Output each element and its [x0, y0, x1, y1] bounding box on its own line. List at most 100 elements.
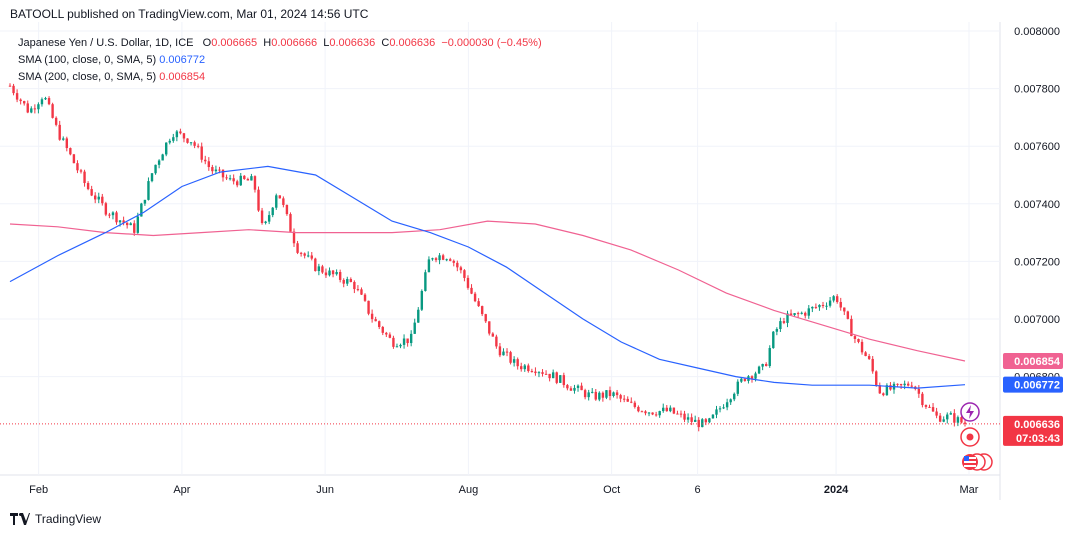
candle: [79, 168, 83, 174]
candle: [843, 307, 846, 316]
candle: [804, 311, 807, 319]
record-icon[interactable]: [960, 427, 980, 447]
candle: [115, 210, 118, 225]
candle: [346, 276, 349, 286]
candle: [129, 222, 132, 226]
candle: [551, 369, 555, 379]
candle: [587, 389, 590, 401]
high-label: H: [263, 37, 272, 49]
candle: [488, 321, 491, 336]
candle: [246, 177, 250, 181]
events-flags-icon[interactable]: [962, 453, 993, 471]
candle: [207, 157, 211, 171]
footer-brand[interactable]: TradingView: [10, 512, 101, 526]
candle: [772, 331, 775, 349]
candle: [637, 405, 640, 413]
x-tick-label: Jun: [316, 484, 334, 496]
candle: [335, 269, 338, 276]
candle: [605, 390, 608, 400]
candle: [427, 256, 431, 273]
candle: [143, 199, 147, 206]
candle: [299, 251, 303, 257]
candle: [480, 305, 484, 317]
candle: [211, 164, 214, 175]
candle: [857, 338, 860, 344]
legend-sma200-row: SMA (200, close, 0, SMA, 5) 0.006854: [18, 69, 542, 86]
candle: [573, 384, 576, 394]
symbol-name: Japanese Yen / U.S. Dollar, 1D, ICE: [18, 37, 194, 49]
sma200-value: 0.006854: [159, 71, 206, 83]
candle: [140, 202, 143, 217]
candle: [466, 275, 470, 290]
candle: [495, 334, 498, 349]
last-price-badge-text: 07:03:43: [1016, 433, 1060, 445]
candle: [665, 404, 668, 412]
candle: [342, 278, 345, 288]
brand-name: TradingView: [35, 512, 102, 526]
candle: [491, 332, 495, 337]
candle: [878, 382, 881, 394]
y-tick-label: 0.007800: [1014, 84, 1060, 96]
candle: [800, 311, 803, 315]
candle: [303, 252, 306, 259]
candle: [527, 363, 530, 373]
candle: [899, 383, 903, 390]
candle: [406, 338, 409, 347]
candle: [260, 207, 264, 225]
candle: [321, 264, 324, 274]
chart-legend: Japanese Yen / U.S. Dollar, 1D, ICE O0.0…: [18, 35, 542, 86]
candle: [250, 173, 253, 181]
candle: [601, 391, 605, 402]
candle: [125, 222, 129, 229]
candle: [775, 327, 779, 336]
sma100-line: [9, 165, 966, 389]
candle: [76, 160, 79, 174]
candle: [718, 406, 722, 413]
y-tick-label: 0.007200: [1014, 256, 1060, 268]
candle: [228, 174, 232, 181]
candle: [544, 370, 548, 375]
candle: [850, 315, 853, 337]
candle: [150, 173, 154, 183]
candle: [154, 164, 157, 175]
lightning-icon[interactable]: [960, 402, 980, 422]
candle: [580, 382, 583, 391]
x-tick-label: Oct: [603, 484, 620, 496]
candle: [921, 391, 924, 408]
candle: [388, 332, 392, 339]
candle: [853, 334, 857, 344]
candle: [86, 181, 90, 191]
candle: [725, 398, 729, 411]
low-label: L: [323, 37, 330, 49]
sma200-label: SMA (200, close, 0, SMA, 5): [18, 71, 157, 83]
candle: [814, 303, 818, 310]
candle: [253, 175, 257, 193]
candle: [793, 312, 796, 317]
candle: [630, 397, 633, 404]
candle: [196, 143, 200, 149]
candle: [19, 98, 22, 105]
candle: [779, 317, 782, 333]
candle: [821, 301, 825, 309]
candle: [509, 350, 512, 365]
candle: [331, 269, 335, 278]
candle: [367, 300, 370, 316]
candle: [72, 153, 76, 164]
candle: [349, 277, 353, 283]
candle: [711, 414, 715, 419]
candle: [282, 196, 285, 208]
candle: [559, 375, 562, 383]
candle: [512, 356, 516, 367]
candle: [949, 411, 952, 415]
candle: [768, 345, 771, 368]
candle: [338, 269, 342, 283]
candle: [867, 353, 871, 360]
y-tick-label: 0.007600: [1014, 141, 1060, 153]
candle: [69, 147, 72, 156]
candle: [360, 287, 363, 296]
sma100-badge-text: 0.006772: [1014, 380, 1060, 392]
candle: [839, 297, 842, 311]
candle: [669, 405, 672, 413]
candle: [473, 291, 477, 303]
